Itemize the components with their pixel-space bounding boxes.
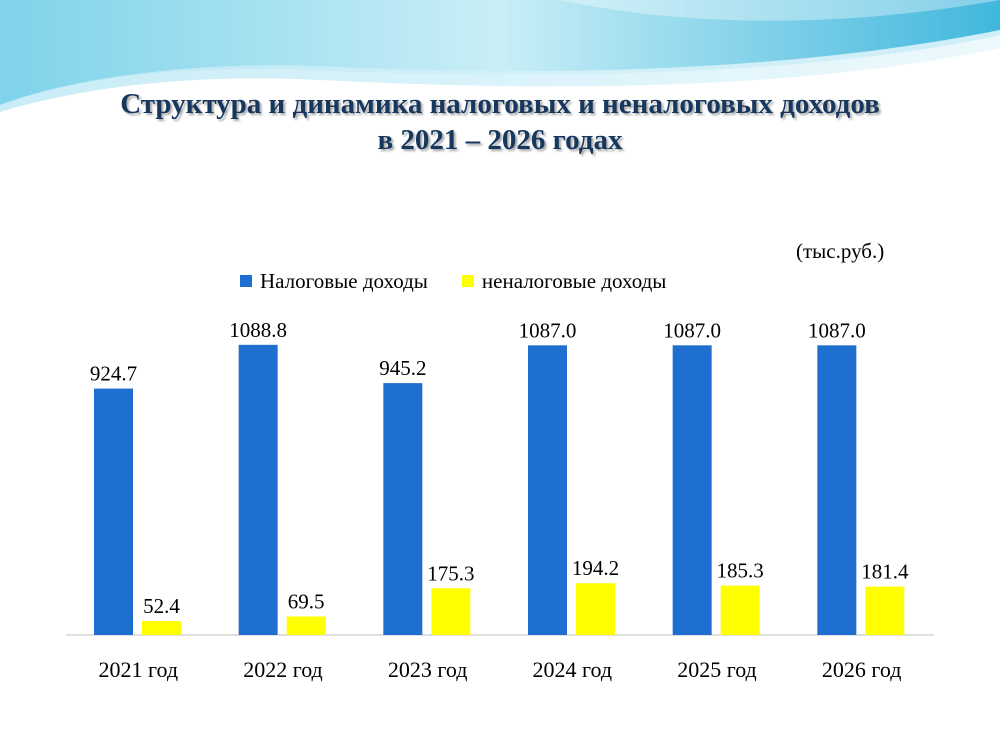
bar-nontax-5 — [865, 586, 905, 635]
bar-nontax-4 — [720, 585, 760, 635]
chart-title-line-1: Структура и динамика налоговых и неналог… — [120, 88, 880, 120]
bar-nontax-2 — [431, 588, 471, 635]
bar-tax-3 — [528, 345, 567, 635]
bar-chart: 924.7 52.4 2021 год 1088.8 69.5 2022 год 945.2… — [66, 318, 934, 682]
data-label-tax-4: 1087.0 — [663, 318, 721, 342]
bar-tax-2 — [383, 383, 423, 635]
bar-tax-5 — [817, 345, 857, 635]
legend-item-tax: Налоговые доходы — [240, 269, 428, 294]
x-tick-label-5: 2026 год — [822, 657, 902, 682]
data-label-nontax-5: 181.4 — [861, 560, 909, 584]
legend-label-tax: Налоговые доходы — [260, 268, 428, 293]
header-wave-decoration — [0, 0, 1000, 112]
data-label-tax-5: 1087.0 — [808, 318, 866, 342]
bar-tax-1 — [238, 344, 278, 635]
bar-nontax-1 — [286, 616, 326, 635]
x-tick-label-3: 2024 год — [533, 657, 613, 682]
bar-nontax-0 — [142, 621, 181, 635]
data-label-nontax-1: 69.5 — [288, 589, 325, 613]
x-tick-label-4: 2025 год — [677, 657, 757, 682]
x-tick-label-0: 2021 год — [99, 657, 179, 682]
data-label-nontax-3: 194.2 — [572, 556, 619, 580]
legend-item-nontax: неналоговые доходы — [461, 268, 667, 294]
data-label-tax-0: 924.7 — [90, 362, 137, 386]
bar-tax-0 — [94, 388, 133, 635]
legend-swatch-tax — [240, 275, 252, 287]
data-label-tax-2: 945.2 — [379, 356, 426, 380]
chart-legend: Налоговые доходы неналоговые доходы — [240, 268, 700, 294]
x-tick-label-1: 2022 год — [243, 657, 323, 682]
data-label-tax-3: 1087.0 — [519, 318, 577, 342]
data-label-nontax-4: 185.3 — [717, 559, 764, 583]
bar-tax-4 — [672, 345, 712, 635]
legend-label-nontax: неналоговые доходы — [481, 268, 667, 293]
data-label-tax-1: 1088.8 — [229, 318, 287, 342]
data-label-nontax-2: 175.3 — [427, 561, 474, 585]
bar-nontax-3 — [576, 583, 615, 635]
chart-title-line-2: в 2021 – 2026 годах — [377, 124, 623, 156]
chart-title: Структура и динамика налоговых и неналог… — [0, 86, 1000, 158]
unit-label: (тыс.руб.) — [796, 239, 885, 263]
data-label-nontax-0: 52.4 — [143, 594, 180, 618]
x-tick-label-2: 2023 год — [388, 657, 468, 682]
legend-swatch-nontax — [461, 275, 474, 287]
